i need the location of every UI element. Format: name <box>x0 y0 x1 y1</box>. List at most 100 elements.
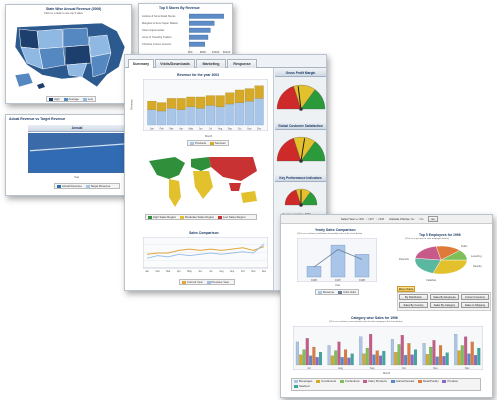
store-label-4: Anne of Traveling Traders <box>142 36 172 39</box>
target-line <box>29 143 125 152</box>
store-label-2: Margaret & Sons Super Market <box>142 22 178 25</box>
pie-label-fuller: Fuller <box>461 245 468 248</box>
legend-previous-year: Previous Year <box>211 280 229 284</box>
year-option-1998[interactable]: ○ 1998 <box>376 218 385 221</box>
tab-marketing[interactable]: Marketing <box>196 59 226 68</box>
category-bar <box>454 334 458 366</box>
pie-label-peacock: Peacock <box>399 258 409 261</box>
map-legend-average: Average <box>68 97 79 101</box>
category-bar <box>365 347 369 366</box>
revenue-bar-products <box>157 110 167 126</box>
current-inventory-button[interactable]: Current Inventory <box>461 294 489 300</box>
sales-line-previous <box>146 243 265 259</box>
store-bar <box>189 34 209 40</box>
actual-target-header: Annual <box>28 125 126 132</box>
category-tick-label: Aug <box>338 366 343 370</box>
world-map[interactable] <box>145 153 265 211</box>
top-stores-chart[interactable] <box>189 13 229 53</box>
animate-yes-label: Yes <box>410 218 415 221</box>
category-legend: Beverages Condiments Confections Dairy P… <box>291 378 481 391</box>
revenue-bar-products <box>166 108 176 126</box>
kpi-gauge <box>284 188 318 207</box>
legend-current-year: Current Year <box>187 280 203 284</box>
sales-by-employee-button[interactable]: Sales By Employee <box>430 294 459 300</box>
category-bar <box>425 354 429 366</box>
legend-dairy: Dairy Products <box>368 379 387 383</box>
category-bar <box>347 357 351 366</box>
actual-target-xlabel: Year <box>74 176 80 179</box>
legend-grains: Grains/Cereals <box>395 379 415 383</box>
more-charts-tab[interactable]: More Charts <box>397 286 415 292</box>
yearly-chart[interactable]: 1996 1997 1998 <box>297 238 377 282</box>
yearly-xlabel: Year <box>335 284 341 287</box>
go-button[interactable]: Go <box>428 216 438 222</box>
year-option-1997[interactable]: ○ 1997 <box>366 218 375 221</box>
category-bar <box>435 356 439 366</box>
gauge-green-band <box>300 191 318 206</box>
revenue-tick-label: Sep <box>228 128 233 131</box>
store-bar <box>189 27 211 33</box>
stores-axis-2: $160K <box>212 51 220 54</box>
map-subtitle: Click on a state to see top 5 sales <box>44 12 83 15</box>
category-bar <box>474 355 478 366</box>
animate-yes[interactable]: ● Yes <box>408 218 415 221</box>
legend-meat: Meat/Poultry <box>423 379 439 383</box>
sales-by-category-button[interactable]: Sales By Category <box>430 302 459 308</box>
revenue-bar-products <box>225 103 235 126</box>
actual-target-chart[interactable] <box>28 133 126 173</box>
sales-tick-label: Jun <box>198 270 203 273</box>
stores-axis-3: $240K <box>223 51 231 54</box>
category-bar <box>362 353 366 366</box>
legend-low-region: Low Sales Region <box>222 215 246 219</box>
us-map[interactable] <box>7 17 132 95</box>
category-title: Category wise Sales for 1996 <box>351 316 398 320</box>
category-bar <box>442 356 446 366</box>
legend-products: Products <box>195 141 207 145</box>
revenue-bar-products <box>244 101 254 126</box>
category-tick-label: Nov <box>433 366 438 370</box>
sales-comparison-chart[interactable]: Jan Feb Mar Apr May Jun Jul Aug Sep Oct Nov Dec <box>143 237 268 273</box>
yearly-tick-label: 1996 <box>311 278 317 282</box>
legend-revenue: Revenue <box>323 290 335 294</box>
animate-no[interactable]: ○ No <box>418 218 424 221</box>
gauge-hub <box>299 159 303 163</box>
tab-response[interactable]: Response <box>227 59 257 68</box>
legend-units-sold: Units Sold <box>342 290 356 294</box>
category-tick-label: Oct <box>402 366 406 370</box>
top-employees-pie[interactable] <box>411 242 471 278</box>
category-bar <box>344 349 348 366</box>
revenue-title: Revenue for the year 2003 <box>177 73 220 77</box>
category-bar <box>309 355 313 366</box>
year-option-1996[interactable]: ● 1996 <box>356 218 365 221</box>
category-bar <box>379 355 383 366</box>
category-bar <box>295 341 299 366</box>
legend-high-region: High Sales Region <box>153 215 177 219</box>
year-1996-label: 1996 <box>358 218 365 221</box>
sales-by-country-button[interactable]: Sales By Country <box>399 302 428 308</box>
revenue-tick-label: Jun <box>199 128 204 131</box>
sales-toolbar <box>281 215 492 224</box>
category-bar <box>422 343 426 366</box>
sales-tick-label: Nov <box>251 270 256 273</box>
kpi-title: Key Performance Indicators <box>275 175 326 182</box>
category-chart[interactable]: Jul Aug Sep Oct Nov Dec <box>293 326 483 370</box>
legend-condiments: Condiments <box>321 379 337 383</box>
by-distribution-button[interactable]: By Distribution <box>399 294 428 300</box>
sales-dashboard-panel: Select Year: ● 1996 ○ 1997 ○ 1998 Animat… <box>280 214 493 398</box>
tab-summary[interactable]: Summary <box>128 59 154 68</box>
category-bar <box>359 336 363 366</box>
revenue-tick-label: Apr <box>179 128 183 131</box>
category-bar <box>330 355 334 366</box>
category-bar <box>350 353 354 366</box>
revenue-xlabel: Month <box>205 135 213 138</box>
pie-slice <box>440 250 468 261</box>
revenue-chart[interactable]: Jan Feb Mar Apr May Jun Jul Aug Sep Oct Nov Dec <box>143 79 268 131</box>
actual-area <box>30 144 124 171</box>
select-year-label: Select Year: <box>341 218 356 221</box>
legend-seafood: Seafood <box>299 384 310 388</box>
sales-to-shipping-button[interactable]: Sales to Shipping <box>461 302 489 308</box>
category-bar <box>445 352 449 366</box>
tab-visits-downloads[interactable]: Visits/Downloads <box>155 59 195 68</box>
category-bar <box>397 344 401 366</box>
actual-target-title: Actual Revenue vs Target Revenue <box>9 117 66 121</box>
